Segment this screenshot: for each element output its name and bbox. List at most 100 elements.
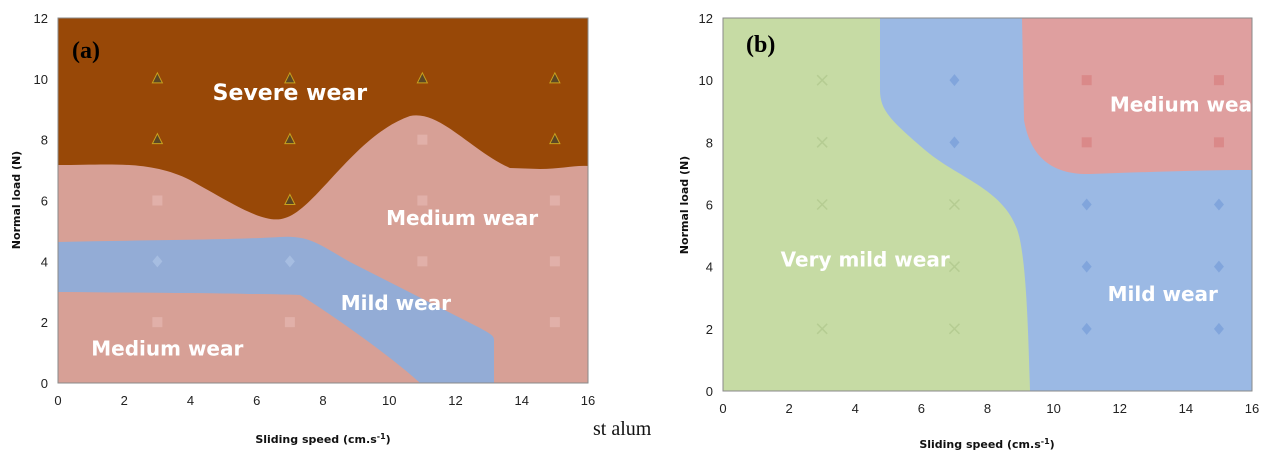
diamond-marker	[1081, 260, 1092, 273]
triangle-marker	[151, 71, 164, 84]
square-marker	[1081, 137, 1092, 148]
panel-a-wear-map: 0 2 4 6 8 10 12 14 16 0 2 4 6 8 10 12 Severe wear Medium…	[10, 11, 595, 446]
stray-caption-text: st alum	[593, 418, 652, 440]
diamond-marker	[1213, 260, 1224, 273]
panel-a-frame	[57, 17, 589, 384]
square-marker	[417, 195, 428, 206]
panel-b-ticks: 0 2 4 6 8 10 12 14 16 0 2 4 6 8 10 12	[699, 11, 1260, 416]
x-tick-label: 14	[1179, 401, 1193, 416]
x-tick-label: 16	[1245, 401, 1259, 416]
cross-marker	[816, 198, 828, 211]
diamond-marker	[1213, 198, 1224, 211]
x-tick-label: 12	[448, 393, 462, 408]
x-tick-label: 14	[515, 393, 529, 408]
square-marker	[549, 256, 560, 267]
y-tick-label: 0	[41, 376, 48, 391]
square-marker	[1081, 75, 1092, 86]
panel-a-label: (a)	[72, 38, 100, 64]
y-tick-label: 8	[706, 135, 713, 150]
y-tick-label: 4	[706, 260, 713, 275]
square-marker	[549, 195, 560, 206]
panel-b-frame	[722, 17, 1253, 392]
square-marker	[417, 134, 428, 145]
cross-marker	[948, 261, 960, 273]
diamond-marker	[1213, 322, 1224, 335]
x-tick-label: 10	[1046, 401, 1060, 416]
panel-b-wear-map: 0 2 4 6 8 10 12 14 16 0 2 4 6 8 10 12 Very mild wear Mil…	[678, 11, 1262, 451]
region-a-medium-wear-lower	[58, 292, 420, 383]
region-label: Mild wear	[341, 291, 451, 315]
y-tick-label: 12	[34, 11, 48, 26]
y-tick-label: 0	[706, 384, 713, 399]
cross-marker	[948, 198, 960, 211]
panel-b-regions	[723, 18, 1252, 391]
x-tick-label: 10	[382, 393, 396, 408]
diamond-marker	[949, 74, 960, 87]
panel-a-y-axis-title: Normal load (N)	[10, 151, 23, 249]
x-tick-label: 4	[852, 401, 859, 416]
x-tick-label: 2	[121, 393, 128, 408]
region-label: Mild wear	[1108, 282, 1218, 306]
cross-marker	[816, 136, 828, 148]
x-tick-label: 6	[253, 393, 260, 408]
region-label: Medium wear	[1110, 92, 1262, 116]
x-tick-label: 8	[984, 401, 991, 416]
triangle-marker	[284, 71, 296, 84]
triangle-marker	[549, 132, 561, 145]
panel-b-y-axis-title: Normal load (N)	[678, 156, 691, 254]
y-tick-label: 4	[41, 254, 48, 269]
region-label: Medium wear	[386, 206, 538, 230]
region-b-medium-wear	[1022, 18, 1252, 175]
y-tick-label: 12	[699, 11, 713, 26]
panel-b-x-axis-title: Sliding speed (cm.s-1)	[919, 437, 1054, 451]
triangle-marker	[284, 132, 296, 145]
square-marker	[1213, 137, 1224, 148]
region-label: Severe wear	[213, 81, 368, 106]
square-marker	[152, 317, 163, 328]
diamond-marker	[1081, 322, 1092, 335]
triangle-marker	[416, 71, 429, 84]
cross-marker	[816, 323, 828, 335]
square-marker	[152, 195, 163, 206]
diamond-marker	[949, 136, 960, 149]
region-label: Medium wear	[91, 337, 243, 361]
diamond-marker	[1081, 198, 1092, 211]
square-marker	[549, 317, 560, 328]
square-marker	[284, 317, 295, 328]
x-tick-label: 0	[54, 393, 61, 408]
y-tick-label: 10	[34, 72, 48, 87]
region-label: Very mild wear	[781, 248, 950, 272]
y-tick-label: 6	[41, 194, 48, 209]
panel-a-regions	[58, 18, 588, 383]
panel-b-markers	[816, 74, 1224, 335]
triangle-marker	[284, 193, 296, 205]
x-tick-label: 8	[319, 393, 326, 408]
panel-a-region-labels: Severe wear Medium wear Mild wear Medium we…	[91, 81, 538, 361]
region-a-mild-wear	[58, 236, 494, 383]
x-tick-label: 0	[719, 401, 726, 416]
y-tick-label: 10	[699, 73, 713, 88]
triangle-marker	[549, 71, 561, 84]
x-tick-label: 12	[1113, 401, 1127, 416]
x-tick-label: 16	[581, 393, 595, 408]
diamond-marker	[284, 255, 295, 268]
triangle-marker	[151, 132, 164, 145]
panel-b-region-labels: Very mild wear Mild wear Medium wear	[781, 92, 1262, 306]
panel-a-markers	[151, 71, 561, 328]
square-marker	[1213, 75, 1224, 86]
y-tick-label: 2	[706, 322, 713, 337]
x-tick-label: 6	[918, 401, 925, 416]
x-tick-label: 4	[187, 393, 194, 408]
panel-b-label: (b)	[746, 32, 775, 58]
x-tick-label: 2	[786, 401, 793, 416]
square-marker	[417, 256, 428, 267]
panel-a-x-axis-title: Sliding speed (cm.s-1)	[255, 432, 390, 446]
y-tick-label: 2	[41, 315, 48, 330]
diamond-marker	[152, 255, 163, 268]
y-tick-label: 6	[706, 198, 713, 213]
y-tick-label: 8	[41, 133, 48, 148]
cross-marker	[816, 74, 828, 86]
panel-a-ticks: 0 2 4 6 8 10 12 14 16 0 2 4 6 8 10 12	[34, 11, 596, 408]
cross-marker	[948, 323, 960, 335]
